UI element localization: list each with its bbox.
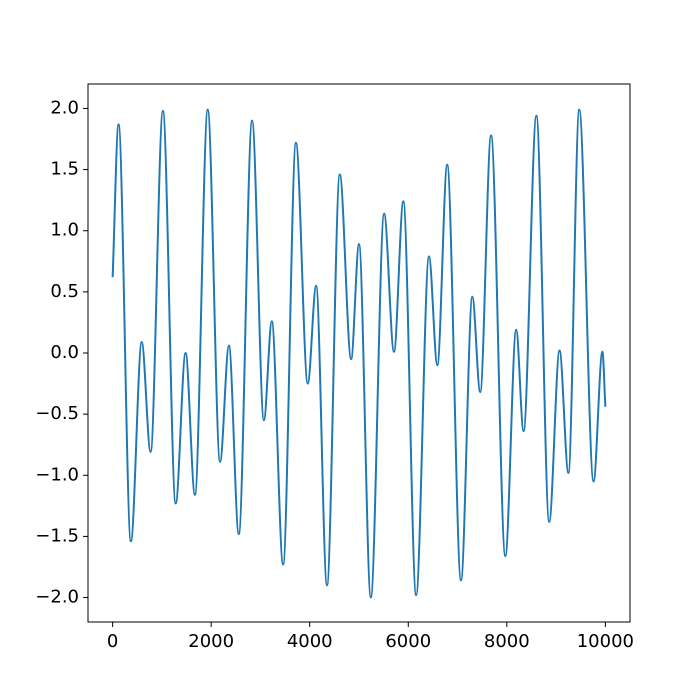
x-tick-label: 4000 <box>287 631 333 652</box>
x-tick-label: 8000 <box>484 631 530 652</box>
y-tick-label: 1.0 <box>50 220 79 241</box>
plot-frame <box>87 83 631 623</box>
x-tick-label: 10000 <box>577 631 634 652</box>
y-tick-label: −0.5 <box>35 403 79 424</box>
y-tick-label: 1.5 <box>50 159 79 180</box>
x-tick-label: 6000 <box>385 631 431 652</box>
line-series <box>111 108 607 599</box>
y-tick-label: 2.0 <box>50 97 79 118</box>
y-tick-label: −1.0 <box>35 464 79 485</box>
y-tick-label: 0.5 <box>50 281 79 302</box>
y-tick-label: −1.5 <box>35 525 79 546</box>
y-tick-label: −2.0 <box>35 587 79 608</box>
x-tick-label: 2000 <box>188 631 234 652</box>
y-tick-label: 0.0 <box>50 342 79 363</box>
x-tick-label: 0 <box>107 631 118 652</box>
